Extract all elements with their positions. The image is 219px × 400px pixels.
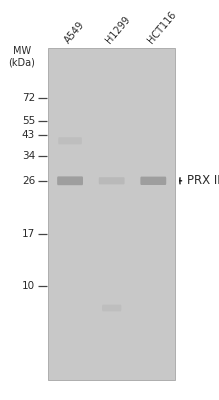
Text: MW
(kDa): MW (kDa)	[9, 46, 35, 68]
Text: 17: 17	[22, 229, 35, 239]
FancyBboxPatch shape	[57, 176, 83, 185]
Text: PRX II: PRX II	[187, 174, 219, 187]
Text: 72: 72	[22, 93, 35, 103]
Text: A549: A549	[62, 19, 86, 45]
FancyBboxPatch shape	[140, 176, 166, 185]
Text: 43: 43	[22, 130, 35, 140]
Text: HCT116: HCT116	[146, 9, 178, 45]
Text: 26: 26	[22, 176, 35, 186]
FancyBboxPatch shape	[99, 177, 125, 184]
FancyBboxPatch shape	[102, 305, 121, 311]
Text: 55: 55	[22, 116, 35, 126]
Bar	[48, 48, 175, 380]
Text: H1299: H1299	[104, 14, 132, 45]
FancyBboxPatch shape	[58, 137, 82, 144]
Text: 10: 10	[22, 281, 35, 291]
Text: 34: 34	[22, 151, 35, 161]
